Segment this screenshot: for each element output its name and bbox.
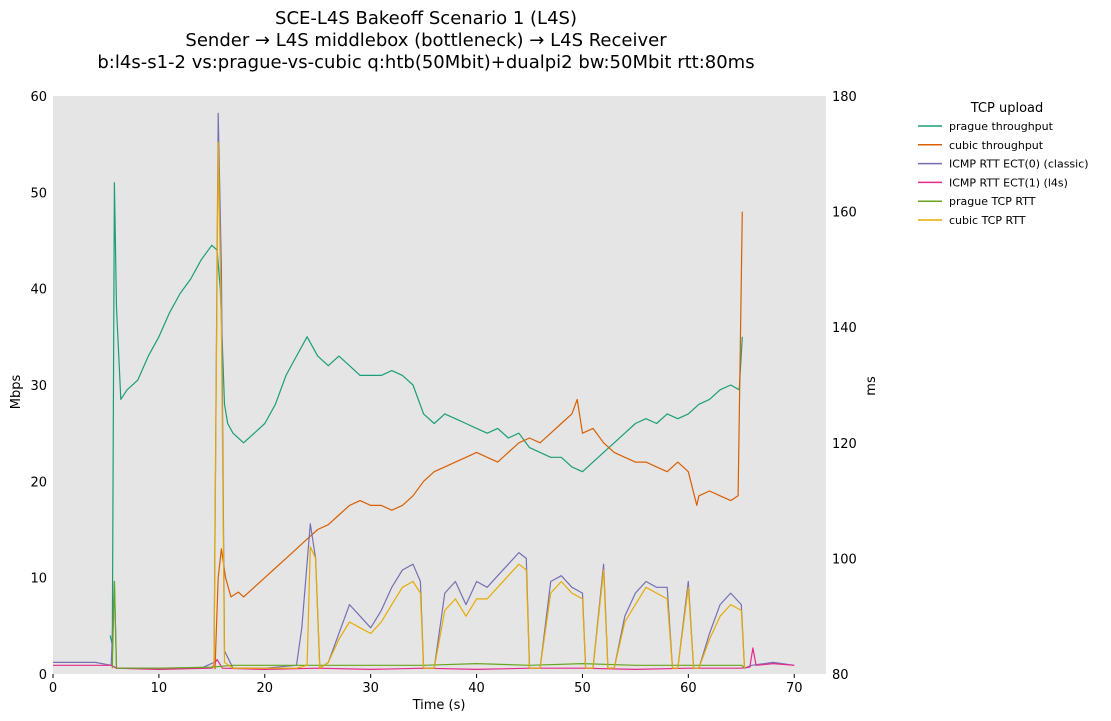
x-tick-label: 60 [680, 681, 697, 696]
y2-tick-label: 100 [832, 552, 857, 567]
series-line-4 [111, 580, 746, 669]
legend-label: cubic TCP RTT [949, 214, 1026, 227]
y2-axis-label: ms [864, 376, 879, 396]
legend-label: prague throughput [949, 120, 1054, 133]
y-axis-left: 0 10 20 30 40 50 60 [30, 90, 47, 683]
title-line-1: SCE-L4S Bakeoff Scenario 1 (L4S) [275, 8, 577, 29]
plot-area [53, 96, 826, 674]
x-tick-label: 30 [362, 681, 379, 696]
series-layer [53, 112, 795, 670]
x-tick-label: 50 [574, 681, 591, 696]
legend-label: cubic throughput [949, 139, 1044, 152]
legend-label: prague TCP RTT [949, 195, 1036, 208]
y-tick-label: 20 [30, 475, 47, 490]
y-tick-label: 60 [30, 90, 47, 105]
x-tick-label: 40 [468, 681, 485, 696]
x-axis-label: Time (s) [412, 698, 466, 713]
y-tick-label: 50 [30, 186, 47, 201]
x-tick-label: 0 [49, 681, 57, 696]
y2-tick-label: 120 [832, 437, 857, 452]
y-axis-right: 80 100 120 140 160 180 [832, 90, 857, 683]
y2-tick-label: 140 [832, 321, 857, 336]
x-tick-label: 20 [257, 681, 274, 696]
y2-tick-label: 160 [832, 206, 857, 221]
y-axis-label: Mbps [9, 375, 24, 410]
y-tick-label: 10 [30, 572, 47, 587]
legend-label: ICMP RTT ECT(1) (l4s) [949, 176, 1068, 189]
legend-title: TCP upload [970, 101, 1044, 116]
legend: TCP upload prague throughput cubic throug… [918, 101, 1089, 227]
title-line-3: b:l4s-s1-2 vs:prague-vs-cubic q:htb(50Mb… [97, 52, 754, 73]
x-axis: 0 10 20 30 40 50 60 70 [49, 674, 803, 696]
y-tick-label: 0 [39, 668, 47, 683]
y-tick-label: 40 [30, 283, 47, 298]
title-line-2: Sender → L4S middlebox (bottleneck) → L4… [185, 30, 667, 51]
y2-tick-label: 80 [832, 668, 849, 683]
title: SCE-L4S Bakeoff Scenario 1 (L4S) Sender … [97, 8, 754, 73]
legend-label: ICMP RTT ECT(0) (classic) [949, 158, 1089, 171]
series-line-0 [109, 182, 743, 646]
series-line-1 [214, 211, 743, 670]
y2-tick-label: 180 [832, 90, 857, 105]
series-line-5 [213, 141, 746, 669]
y-tick-label: 30 [30, 379, 47, 394]
x-tick-label: 10 [151, 681, 168, 696]
x-tick-label: 70 [786, 681, 803, 696]
